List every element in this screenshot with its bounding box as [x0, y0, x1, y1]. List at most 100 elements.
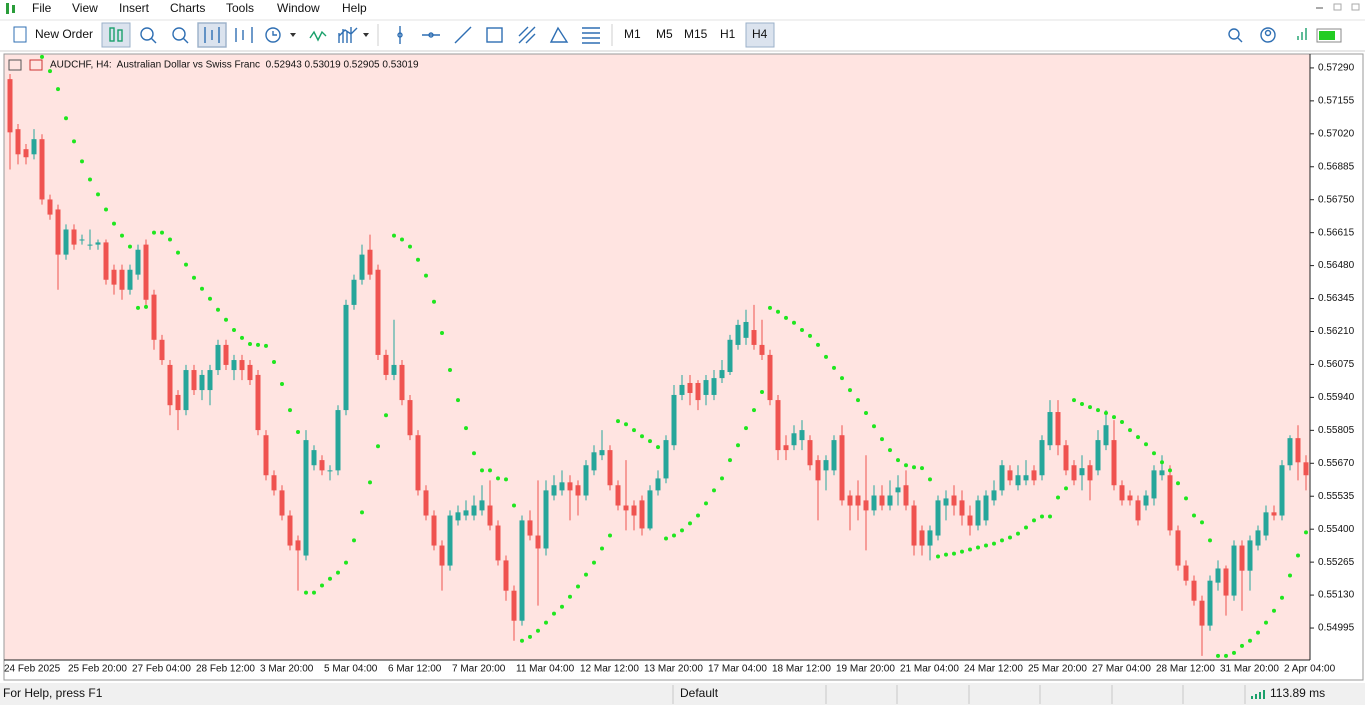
candle-body [1223, 568, 1229, 596]
candle-body [407, 400, 413, 436]
sar-dot [1208, 538, 1212, 543]
sar-dot [648, 439, 652, 444]
y-tick-label: 0.57155 [1318, 96, 1355, 107]
x-tick-label: 19 Mar 20:00 [836, 664, 895, 675]
candle-body [799, 430, 805, 441]
candle-body [863, 500, 869, 511]
sar-dot [240, 335, 244, 340]
sar-dot [280, 381, 284, 386]
y-tick-label: 0.56075 [1318, 359, 1355, 370]
sar-dot [720, 476, 724, 481]
candle-body [663, 440, 669, 479]
sar-dot [312, 590, 316, 595]
candle-body [1167, 475, 1173, 531]
sar-dot [904, 463, 908, 468]
candle-body [1047, 412, 1053, 446]
sar-dot [152, 230, 156, 235]
sar-dot [1256, 630, 1260, 635]
candle-body [383, 354, 389, 375]
candle-body [807, 440, 813, 466]
sar-dot [376, 444, 380, 449]
candle-body [1295, 438, 1301, 463]
y-tick-label: 0.56750 [1318, 194, 1355, 205]
menu-item[interactable]: View [72, 1, 98, 15]
candle-body [1095, 440, 1101, 471]
candle-body [1175, 530, 1181, 566]
candle-body [207, 370, 213, 391]
x-tick-label: 27 Feb 04:00 [132, 664, 191, 675]
sar-dot [64, 116, 68, 121]
candle-body [191, 370, 197, 391]
window-controls[interactable] [1316, 3, 1360, 11]
candle-body [503, 560, 509, 591]
candle-body [1135, 500, 1141, 521]
y-tick-label: 0.54995 [1318, 623, 1355, 634]
x-tick-label: 18 Mar 12:00 [772, 664, 831, 675]
timeframe-button[interactable]: M5 [656, 27, 673, 41]
x-tick-label: 12 Mar 12:00 [580, 664, 639, 675]
x-tick-label: 31 Mar 20:00 [1220, 664, 1279, 675]
candle-body [543, 490, 549, 549]
candle-body [255, 374, 261, 431]
sar-dot [176, 250, 180, 255]
candle-body [1079, 468, 1085, 476]
sar-dot [1216, 653, 1220, 658]
candle-body [423, 490, 429, 516]
sar-dot [40, 54, 44, 59]
new-order-button[interactable]: New Order [13, 26, 93, 43]
candle-body [967, 515, 973, 526]
sar-dot [1184, 496, 1188, 501]
timeframe-button[interactable]: H4 [752, 27, 768, 41]
candle-body [783, 445, 789, 451]
menu-item[interactable]: Tools [226, 1, 254, 15]
menu-item[interactable]: Help [342, 1, 367, 15]
candle-body [127, 269, 133, 290]
y-tick-label: 0.55805 [1318, 425, 1355, 436]
candle-body [1119, 485, 1125, 501]
candle-body [327, 470, 333, 472]
timeframe-active[interactable] [745, 22, 775, 48]
menu-item[interactable]: Charts [170, 1, 205, 15]
sar-dot [672, 533, 676, 538]
timeframe-button[interactable]: H1 [720, 27, 736, 41]
candle-body [911, 505, 917, 546]
candle-body [471, 505, 477, 516]
sar-dot [96, 192, 100, 197]
sar-dot [624, 422, 628, 427]
candle-body [71, 229, 77, 245]
candle-body [879, 495, 885, 506]
menu-item[interactable]: Window [277, 1, 320, 15]
sar-dot [128, 244, 132, 249]
sar-dot [1072, 398, 1076, 403]
candle-body [735, 324, 741, 345]
menu-item[interactable]: File [32, 1, 52, 15]
app-icon [6, 3, 15, 14]
candle-body [7, 79, 13, 133]
candle-body [95, 242, 101, 245]
sar-dot [808, 333, 812, 338]
sar-dot [1176, 481, 1180, 486]
sar-dot [776, 309, 780, 314]
timeframe-button[interactable]: M1 [624, 27, 641, 41]
candle-body [143, 244, 149, 300]
candle-body [1263, 512, 1269, 536]
sar-dot [680, 528, 684, 533]
sar-dot [1168, 468, 1172, 473]
y-tick-label: 0.55670 [1318, 458, 1355, 469]
sar-dot [1144, 442, 1148, 447]
chart-header-icons [8, 59, 43, 71]
sar-dot [1160, 460, 1164, 465]
candle-body [935, 500, 941, 536]
sar-dot [976, 545, 980, 550]
candle-body [1303, 462, 1309, 476]
candle-body [583, 465, 589, 496]
timeframe-button[interactable]: M15 [684, 27, 708, 41]
candle-body [703, 380, 709, 395]
candles-button[interactable] [101, 22, 131, 48]
candle-body [215, 344, 221, 371]
sar-dot [384, 413, 388, 418]
sar-dot [664, 536, 668, 541]
sar-dot [600, 546, 604, 551]
menu-item[interactable]: Insert [119, 1, 150, 15]
